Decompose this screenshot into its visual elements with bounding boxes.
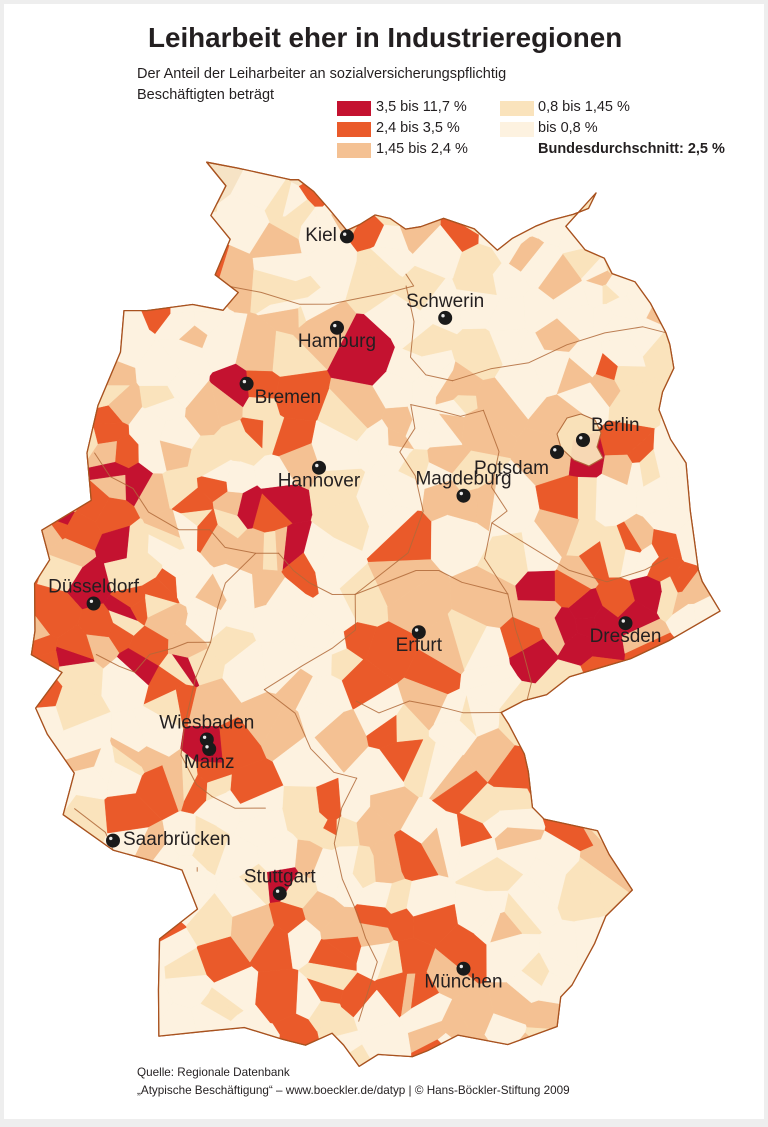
svg-text:Kiel: Kiel [305,225,337,246]
svg-text:Bremen: Bremen [255,387,322,408]
svg-text:Stuttgart: Stuttgart [244,866,317,887]
svg-text:Hamburg: Hamburg [298,331,376,352]
svg-text:Saarbrücken: Saarbrücken [123,829,231,850]
svg-text:Erfurt: Erfurt [396,635,443,656]
svg-text:Dresden: Dresden [590,626,662,647]
svg-text:Berlin: Berlin [591,415,640,436]
svg-text:Düsseldorf: Düsseldorf [48,577,140,598]
svg-text:Wiesbaden: Wiesbaden [159,713,254,734]
svg-text:Hannover: Hannover [278,471,361,492]
svg-text:München: München [424,972,502,993]
svg-text:Schwerin: Schwerin [406,291,484,312]
svg-text:Mainz: Mainz [184,752,235,773]
svg-text:Magdeburg: Magdeburg [415,469,511,490]
